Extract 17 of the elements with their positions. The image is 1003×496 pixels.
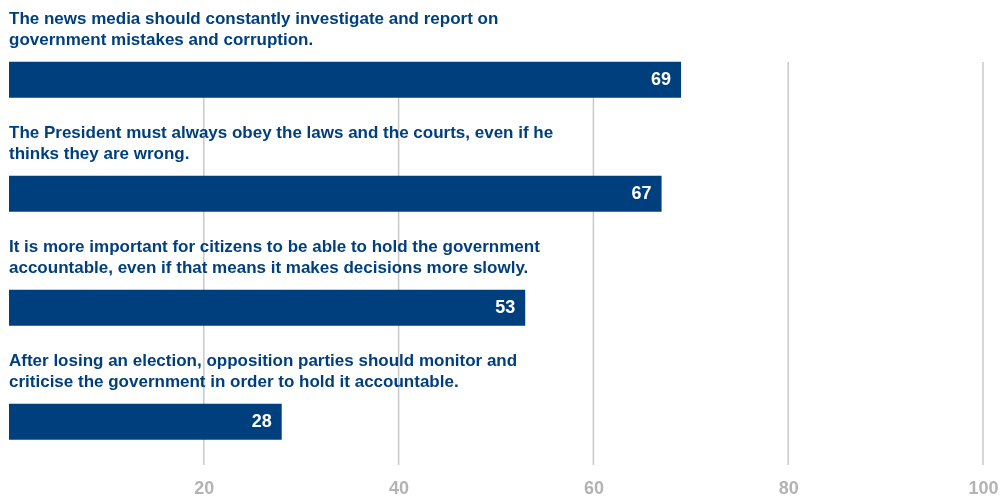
bar [9,289,526,326]
x-tick-label: 80 [778,477,799,496]
bar [9,403,282,440]
data-label: 53 [495,296,516,317]
y-tick-label: It is more important for citizens to be able to hold the government accountable, even if that means it makes decisions more slowly. [9,236,541,277]
y-tick-label: After losing an election, opposition parties should monitor and criticise the government in order to hold it accountable. [9,350,518,391]
bar [9,61,682,98]
bar [9,175,662,212]
data-label: 28 [251,410,272,431]
x-tick-label: 40 [389,477,410,496]
x-tick-label: 20 [194,477,215,496]
data-label: 67 [631,182,652,203]
y-tick-label: The news media should constantly investigate and report on government mistakes and corruption. [9,8,499,49]
data-label: 69 [651,68,672,89]
x-tick-label: 100 [968,477,999,496]
y-tick-label: The President must always obey the laws and the courts, even if he thinks they are wrong. [9,122,554,163]
x-tick-label: 60 [583,477,604,496]
